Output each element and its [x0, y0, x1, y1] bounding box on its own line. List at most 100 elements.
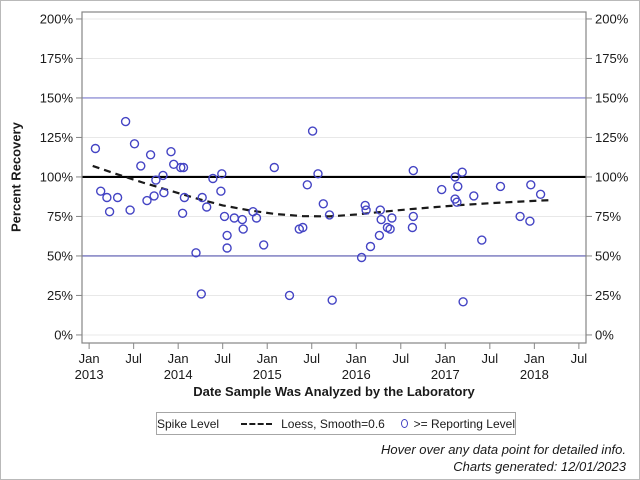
data-point[interactable] [219, 211, 230, 222]
x-tick-label-month: Jul [214, 351, 231, 366]
data-point[interactable] [159, 187, 169, 198]
data-point[interactable] [535, 189, 546, 200]
x-tick-label-year: 2017 [431, 367, 460, 382]
data-point[interactable] [515, 211, 525, 222]
data-point[interactable] [327, 295, 337, 305]
data-point[interactable] [251, 213, 262, 223]
data-point[interactable] [387, 213, 397, 223]
data-point[interactable] [385, 224, 395, 234]
reporting-level-marker-icon [400, 419, 408, 428]
data-point[interactable] [237, 214, 248, 225]
data-point[interactable] [176, 162, 186, 173]
legend: Spike Level Loess, Smooth=0.6 >= Reporti… [156, 412, 516, 435]
y-tick-label-right: 200% [595, 11, 629, 26]
data-point[interactable] [495, 181, 506, 192]
data-point[interactable] [360, 200, 370, 211]
data-point[interactable] [298, 222, 308, 233]
data-point[interactable] [313, 169, 323, 179]
data-point[interactable] [222, 230, 232, 241]
data-point[interactable] [125, 205, 135, 215]
data-point[interactable] [229, 213, 240, 223]
y-tick-label-left: 200% [40, 11, 74, 26]
data-point[interactable] [238, 224, 248, 234]
data-point[interactable] [90, 143, 101, 154]
data-point[interactable] [201, 202, 212, 212]
data-point[interactable] [191, 248, 201, 258]
data-point[interactable] [356, 252, 367, 263]
y-axis-title: Percent Recovery [8, 122, 24, 233]
data-point[interactable] [376, 214, 386, 225]
data-point[interactable] [197, 192, 207, 203]
y-tick-label-right: 0% [595, 327, 614, 342]
data-point[interactable] [458, 297, 468, 307]
x-tick-label-month: Jul [125, 351, 142, 366]
y-tick-label-left: 0% [54, 327, 73, 342]
data-point[interactable] [120, 116, 131, 127]
y-tick-label-right: 175% [595, 51, 629, 66]
y-tick-label-right: 150% [595, 90, 629, 105]
y-tick-label-right: 75% [595, 209, 621, 224]
data-point[interactable] [142, 195, 152, 206]
data-point[interactable] [136, 161, 146, 171]
data-point[interactable] [104, 206, 115, 217]
x-tick-label-month: Jan [346, 351, 367, 366]
data-point[interactable] [177, 208, 188, 219]
data-point[interactable] [307, 126, 318, 136]
data-point[interactable] [318, 199, 328, 209]
data-point[interactable] [407, 222, 418, 233]
data-point[interactable] [437, 184, 447, 195]
data-point[interactable] [217, 169, 227, 179]
data-point[interactable] [158, 170, 168, 181]
data-point[interactable] [324, 210, 335, 220]
data-point[interactable] [374, 230, 385, 241]
data-point[interactable] [361, 205, 371, 215]
y-tick-label-right: 50% [595, 248, 621, 263]
x-tick-label-year: 2015 [253, 367, 282, 382]
data-point[interactable] [450, 172, 460, 182]
data-point[interactable] [525, 216, 535, 226]
data-point[interactable] [269, 162, 279, 173]
x-tick-label-year: 2018 [520, 367, 549, 382]
data-point[interactable] [216, 186, 226, 196]
y-tick-label-left: 75% [47, 209, 73, 224]
x-tick-label-month: Jan [435, 351, 456, 366]
data-point[interactable] [452, 197, 462, 207]
data-point[interactable] [526, 180, 536, 190]
data-point[interactable] [179, 192, 190, 203]
data-point[interactable] [145, 150, 156, 160]
data-point[interactable] [102, 192, 112, 203]
data-point[interactable] [151, 175, 161, 185]
data-point[interactable] [178, 162, 189, 173]
y-tick-label-left: 150% [40, 90, 74, 105]
loess-line-sample-icon [241, 422, 273, 425]
data-point[interactable] [408, 211, 418, 222]
data-point[interactable] [208, 173, 218, 184]
data-point[interactable] [408, 165, 418, 176]
data-point[interactable] [365, 241, 376, 252]
data-point[interactable] [149, 191, 159, 201]
data-point[interactable] [453, 181, 463, 192]
data-point[interactable] [477, 235, 487, 245]
x-tick-label-month: Jan [168, 351, 189, 366]
data-point[interactable] [469, 191, 479, 201]
data-point[interactable] [222, 243, 232, 253]
data-point[interactable] [166, 146, 176, 157]
data-point[interactable] [112, 192, 123, 203]
legend-title: Spike Level [157, 416, 220, 431]
data-point[interactable] [375, 205, 385, 215]
data-point[interactable] [129, 139, 140, 149]
y-tick-label-left: 100% [40, 169, 74, 184]
x-tick-label-month: Jan [524, 351, 545, 366]
data-point[interactable] [95, 186, 106, 196]
plot-frame [81, 11, 587, 344]
data-point[interactable] [196, 289, 207, 299]
data-point[interactable] [302, 180, 312, 190]
footer-generated-date: Charts generated: 12/01/2023 [453, 459, 626, 474]
data-point[interactable] [259, 240, 269, 250]
x-tick-label-month: Jul [571, 351, 588, 366]
y-tick-label-right: 125% [595, 130, 629, 145]
x-tick-label-year: 2014 [164, 367, 193, 382]
data-point[interactable] [457, 167, 467, 177]
data-point[interactable] [284, 290, 295, 301]
